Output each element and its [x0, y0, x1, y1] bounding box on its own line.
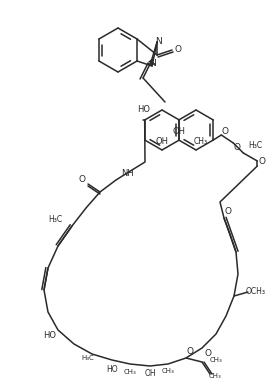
Text: HO: HO [106, 366, 118, 375]
Text: H₃C: H₃C [82, 355, 94, 361]
Text: N: N [155, 36, 161, 45]
Text: CH₃: CH₃ [209, 373, 221, 379]
Text: CH₃: CH₃ [124, 369, 136, 375]
Text: O: O [259, 156, 266, 165]
Text: HO: HO [43, 330, 56, 339]
Text: O: O [224, 208, 232, 217]
Text: HO: HO [138, 106, 150, 115]
Text: N: N [149, 59, 155, 68]
Text: CH₃: CH₃ [162, 368, 174, 374]
Text: NH: NH [122, 169, 134, 178]
Text: H₃C: H₃C [248, 140, 262, 149]
Text: O: O [204, 350, 212, 359]
Text: O: O [78, 176, 85, 185]
Text: CH₃: CH₃ [194, 138, 208, 147]
Text: O: O [187, 348, 193, 357]
Text: OH: OH [144, 368, 156, 377]
Text: OH: OH [156, 138, 169, 147]
Text: CH₃: CH₃ [210, 357, 222, 363]
Text: O: O [222, 127, 229, 136]
Text: OH: OH [173, 127, 185, 136]
Text: O: O [234, 142, 241, 151]
Text: O: O [175, 45, 182, 54]
Text: H₃C: H₃C [48, 215, 62, 224]
Text: OCH₃: OCH₃ [246, 287, 266, 296]
